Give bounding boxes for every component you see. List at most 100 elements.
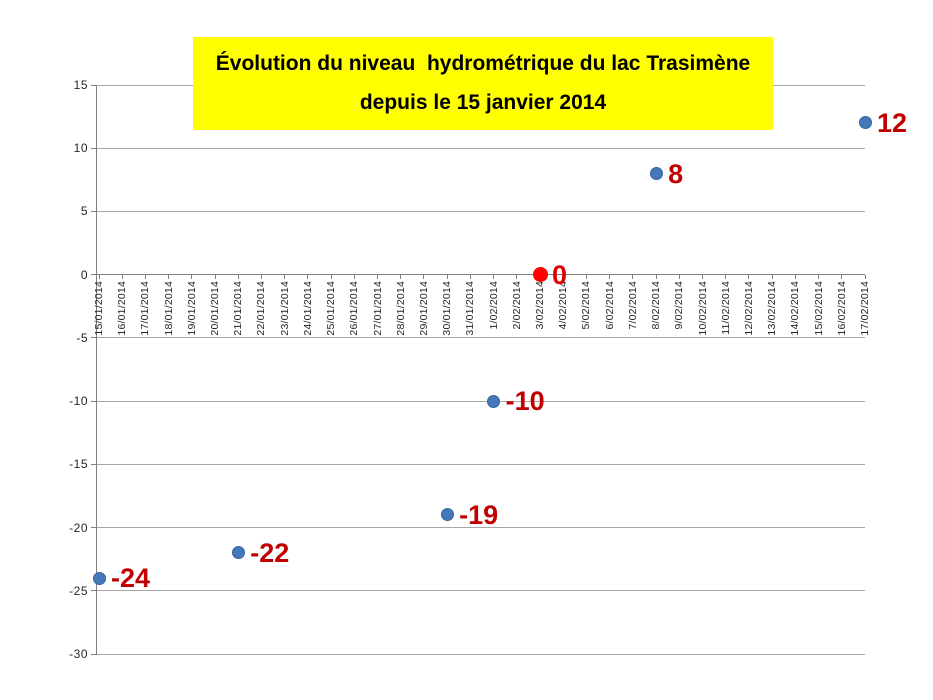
x-tick-label: 19/01/2014 bbox=[185, 280, 198, 336]
x-tick bbox=[377, 275, 379, 280]
data-point bbox=[649, 167, 663, 180]
x-tick-label: 25/01/2014 bbox=[325, 280, 338, 336]
data-point bbox=[532, 267, 548, 283]
x-tick bbox=[655, 275, 657, 280]
x-tick-label: 20/01/2014 bbox=[209, 280, 222, 336]
x-tick bbox=[284, 275, 286, 280]
x-tick bbox=[168, 275, 170, 280]
x-tick-label: 24/01/2014 bbox=[301, 280, 314, 336]
x-tick bbox=[609, 275, 611, 280]
data-point-label: 12 bbox=[877, 107, 908, 138]
y-gridline bbox=[97, 527, 865, 529]
x-tick-label: 12/02/2014 bbox=[742, 280, 755, 336]
x-tick-label: 8/02/2014 bbox=[650, 280, 663, 330]
y-tick bbox=[91, 653, 97, 655]
x-tick-label: 11/02/2014 bbox=[719, 280, 732, 335]
x-tick-label: 9/02/2014 bbox=[673, 280, 686, 330]
data-point-label: 8 bbox=[668, 158, 684, 189]
x-tick-label: 7/02/2014 bbox=[626, 280, 639, 330]
x-tick bbox=[469, 275, 471, 280]
x-tick-label: 16/01/2014 bbox=[116, 280, 129, 336]
x-tick bbox=[493, 275, 495, 280]
data-point bbox=[231, 546, 245, 560]
x-tick-label: 16/02/2014 bbox=[835, 280, 848, 336]
y-gridline bbox=[97, 653, 865, 655]
y-tick bbox=[91, 463, 97, 465]
y-gridline bbox=[97, 590, 865, 592]
y-tick bbox=[91, 210, 97, 212]
x-tick bbox=[307, 275, 309, 280]
x-tick-label: 6/02/2014 bbox=[603, 280, 616, 330]
x-tick bbox=[678, 275, 680, 280]
y-tick-label: -15 bbox=[69, 457, 88, 472]
data-point bbox=[858, 116, 872, 130]
data-point-label: -24 bbox=[111, 563, 151, 594]
y-axis-line bbox=[96, 85, 97, 655]
y-tick-label: -5 bbox=[76, 330, 88, 345]
x-tick bbox=[632, 275, 634, 280]
x-tick bbox=[144, 275, 146, 280]
y-tick-label: 5 bbox=[80, 204, 88, 219]
x-tick bbox=[330, 275, 332, 280]
x-tick bbox=[446, 275, 448, 280]
data-point bbox=[487, 394, 501, 408]
x-tick-label: 10/02/2014 bbox=[696, 280, 709, 336]
x-tick bbox=[725, 275, 727, 280]
data-point bbox=[440, 508, 454, 522]
x-tick-label: 5/02/2014 bbox=[580, 280, 593, 330]
y-tick bbox=[91, 84, 97, 86]
x-tick bbox=[260, 275, 262, 280]
x-axis-line bbox=[97, 274, 865, 276]
x-tick bbox=[214, 275, 216, 280]
x-tick-label: 28/01/2014 bbox=[394, 280, 407, 336]
x-tick-label: 14/02/2014 bbox=[789, 280, 802, 336]
y-tick bbox=[91, 274, 97, 276]
x-tick bbox=[191, 275, 193, 280]
y-tick bbox=[91, 337, 97, 339]
chart-title-line-1: Évolution du niveau hydrométrique du lac… bbox=[215, 51, 751, 75]
x-tick bbox=[562, 275, 564, 280]
chart-title-line-2: depuis le 15 janvier 2014 bbox=[359, 91, 607, 115]
y-gridline bbox=[97, 400, 865, 402]
y-gridline bbox=[97, 147, 865, 149]
x-tick-label: 13/02/2014 bbox=[766, 280, 779, 336]
x-tick bbox=[771, 275, 773, 280]
y-gridline bbox=[97, 337, 865, 339]
chart-title-box: Évolution du niveau hydrométrique du lac… bbox=[193, 37, 773, 130]
y-tick bbox=[91, 147, 97, 149]
x-tick-label: 15/01/2014 bbox=[93, 280, 105, 336]
x-tick-label: 3/02/2014 bbox=[534, 280, 547, 330]
y-tick bbox=[91, 400, 97, 402]
y-tick-label: -20 bbox=[69, 520, 88, 535]
data-point-label: -19 bbox=[459, 499, 499, 530]
x-tick bbox=[516, 275, 518, 280]
y-tick bbox=[91, 590, 97, 592]
x-tick-label: 18/01/2014 bbox=[162, 280, 175, 336]
x-tick bbox=[237, 275, 239, 280]
x-tick bbox=[121, 275, 123, 280]
y-tick-label: 0 bbox=[80, 267, 88, 282]
x-tick-label: 22/01/2014 bbox=[255, 280, 268, 336]
y-tick-label: -10 bbox=[69, 394, 88, 409]
x-tick bbox=[353, 275, 355, 280]
x-tick bbox=[794, 275, 796, 280]
x-tick bbox=[841, 275, 843, 280]
y-tick-label: 15 bbox=[73, 78, 88, 92]
x-tick bbox=[400, 275, 402, 280]
y-tick bbox=[91, 527, 97, 529]
x-tick-label: 27/01/2014 bbox=[371, 280, 384, 336]
x-tick bbox=[818, 275, 820, 280]
x-tick bbox=[423, 275, 425, 280]
data-point bbox=[92, 571, 106, 585]
x-tick-label: 15/02/2014 bbox=[812, 280, 825, 336]
y-tick-label: 10 bbox=[73, 141, 88, 156]
x-tick-label: 26/01/2014 bbox=[348, 280, 361, 336]
x-tick-label: 17/01/2014 bbox=[139, 280, 152, 336]
x-tick bbox=[864, 275, 866, 280]
y-tick-label: -30 bbox=[69, 647, 88, 661]
x-tick-label: 17/02/2014 bbox=[859, 280, 871, 336]
x-tick-label: 29/01/2014 bbox=[417, 280, 430, 336]
x-tick bbox=[748, 275, 750, 280]
x-tick bbox=[98, 275, 100, 280]
